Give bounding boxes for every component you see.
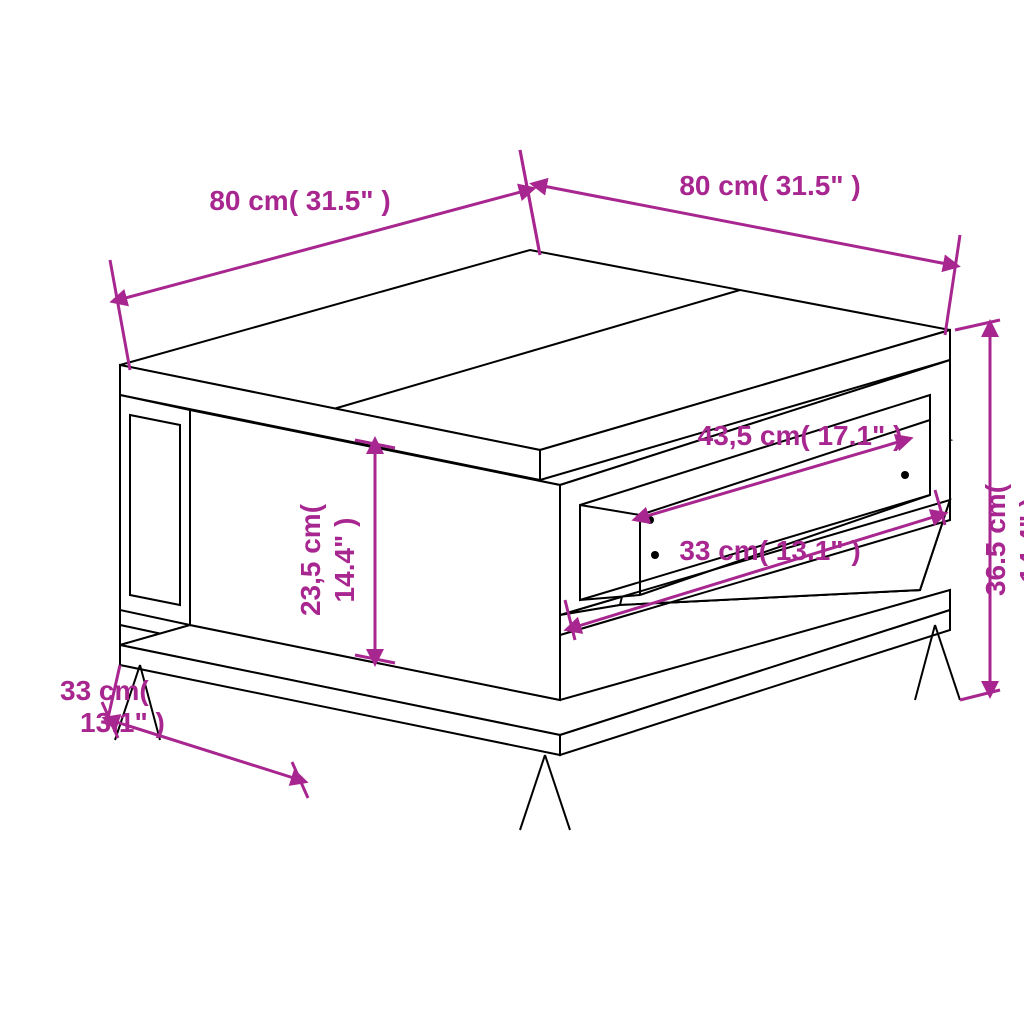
dim-opening-width: 33 cm( 13.1" ) [679, 535, 860, 566]
svg-text:13.1" ): 13.1" ) [80, 707, 165, 738]
svg-text:14.4" ): 14.4" ) [1014, 498, 1024, 583]
dim-depth-top: 80 cm( 31.5" ) [679, 170, 860, 201]
dim-shelf-depth: 43,5 cm( 17.1" ) [698, 420, 903, 451]
dim-width-top: 80 cm( 31.5" ) [209, 185, 390, 216]
svg-text:14.4" ): 14.4" ) [329, 518, 360, 603]
dim-front-height: 23,5 cm( [295, 503, 326, 616]
dim-left-depth: 33 cm( [60, 675, 149, 706]
dim-height-total: 36.5 cm( [980, 483, 1011, 596]
